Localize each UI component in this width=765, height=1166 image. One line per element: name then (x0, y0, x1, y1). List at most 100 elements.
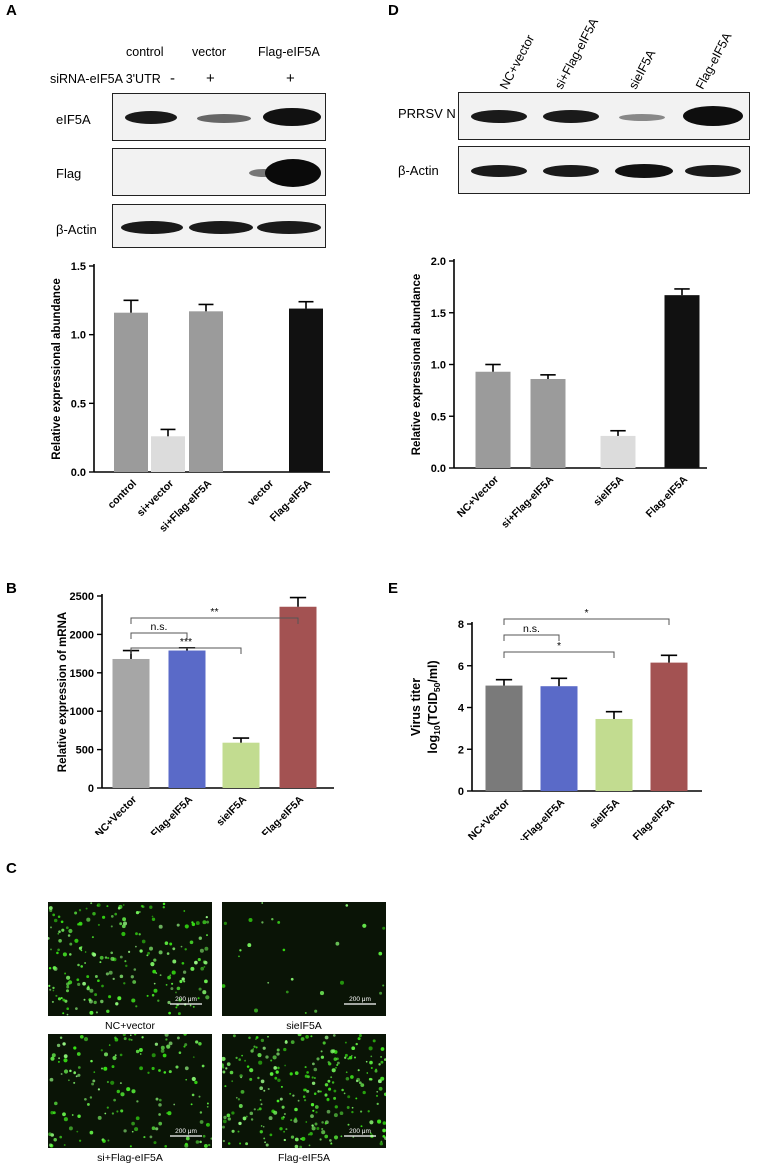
fluorescent-cell (175, 991, 177, 994)
fluorescent-cell (283, 1130, 286, 1133)
fluorescent-cell (235, 1056, 238, 1060)
b-significance-bracket (130, 647, 242, 654)
fluorescent-cell (58, 1057, 61, 1060)
fluorescent-cell (167, 1000, 171, 1005)
b-x-tick-label: sieIF5A (214, 793, 249, 828)
fluorescent-cell (314, 1105, 319, 1109)
fluorescent-cell (78, 921, 83, 926)
micrograph-cells: 200 μm (222, 902, 386, 1014)
fluorescent-cell (248, 918, 253, 922)
fluorescent-cell (63, 1144, 66, 1146)
panel-a-chart: 0.0 0.5 1.0 1.5 Relative expressional abunda… (51, 261, 330, 535)
fluorescent-cell (330, 1049, 335, 1054)
fluorescent-cell (206, 920, 210, 924)
fluorescent-cell (191, 922, 196, 927)
fluorescent-cell (328, 1062, 332, 1066)
fluorescent-cell (289, 1072, 293, 1076)
band (543, 110, 599, 123)
fluorescent-cell (158, 924, 163, 929)
fluorescent-cell (74, 938, 79, 943)
b-bar-3 (279, 606, 317, 788)
fluorescent-cell (304, 1099, 307, 1102)
fluorescent-cell (269, 1133, 273, 1137)
fluorescent-cell (253, 1045, 256, 1048)
a-sirna-mark-3: + (286, 70, 295, 87)
fluorescent-cell (277, 920, 281, 924)
fluorescent-cell (78, 909, 82, 912)
fluorescent-cell (159, 974, 162, 977)
e-y-tick-label: 6 (458, 661, 464, 673)
fluorescent-cell (368, 1077, 372, 1081)
fluorescent-cell (77, 982, 81, 986)
fluorescent-cell (135, 1116, 140, 1121)
fluorescent-cell (51, 1000, 54, 1003)
fluorescent-cell (110, 951, 114, 955)
fluorescent-cell (285, 990, 289, 994)
fluorescent-cell (311, 1076, 314, 1079)
fluorescent-cell (106, 1106, 109, 1109)
fluorescent-cell (310, 1035, 313, 1038)
fluorescent-cell (108, 970, 113, 975)
fluorescent-cell (321, 1121, 324, 1124)
micrograph-caption-si-flag-eif5a: si+Flag-eIF5A (97, 1152, 163, 1164)
fluorescent-cell (250, 1118, 254, 1121)
fluorescent-cell (306, 1071, 309, 1074)
fluorescent-cell (362, 1090, 366, 1095)
fluorescent-cell (310, 1114, 314, 1118)
fluorescent-cell (106, 1080, 109, 1084)
fluorescent-cell (91, 936, 94, 939)
fluorescent-cell (108, 1044, 111, 1046)
fluorescent-cell (184, 1142, 188, 1146)
fluorescent-cell (106, 1009, 110, 1014)
b-significance-label: n.s. (151, 621, 168, 633)
fluorescent-cell (102, 1139, 106, 1143)
fluorescent-cell (57, 915, 61, 918)
fluorescent-cell (222, 984, 226, 988)
a-bar-2 (189, 311, 223, 472)
b-y-tick-label: 1000 (70, 706, 94, 718)
fluorescent-cell (279, 1127, 283, 1131)
fluorescent-cell (99, 955, 104, 960)
fluorescent-cell (84, 951, 87, 953)
fluorescent-cell (78, 1139, 82, 1142)
fluorescent-cell (133, 968, 137, 971)
fluorescent-cell (97, 923, 100, 926)
micrograph-sieif5a: 200 μm (222, 902, 386, 1016)
fluorescent-cell (360, 1083, 365, 1087)
fluorescent-cell (158, 1103, 162, 1107)
fluorescent-cell (75, 1075, 78, 1078)
fluorescent-cell (135, 932, 138, 936)
fluorescent-cell (305, 1035, 309, 1039)
fluorescent-cell (59, 1036, 63, 1040)
fluorescent-cell (131, 1130, 134, 1133)
fluorescent-cell (229, 1070, 234, 1075)
fluorescent-cell (200, 966, 205, 971)
fluorescent-cell (162, 1053, 167, 1058)
fluorescent-cell (239, 1074, 243, 1078)
fluorescent-cell (382, 1121, 386, 1125)
fluorescent-cell (65, 926, 69, 930)
micrograph-nc-vector: 200 μm (48, 902, 212, 1016)
fluorescent-cell (49, 1077, 54, 1082)
fluorescent-cell (257, 1053, 262, 1058)
fluorescent-cell (94, 975, 98, 978)
fluorescent-cell (119, 1082, 122, 1085)
panel-d-chart: 0.0 0.5 1.0 1.5 2.0 Relative expressional abu… (411, 256, 707, 531)
fluorescent-cell (290, 1135, 295, 1139)
fluorescent-cell (304, 1066, 307, 1069)
fluorescent-cell (227, 1142, 231, 1145)
fluorescent-cell (262, 1125, 265, 1128)
fluorescent-cell (199, 1111, 203, 1114)
fluorescent-cell (384, 1136, 386, 1141)
b-y-tick-label: 2000 (70, 629, 94, 641)
fluorescent-cell (237, 1130, 240, 1133)
fluorescent-cell (264, 1141, 266, 1144)
fluorescent-cell (369, 1060, 373, 1065)
fluorescent-cell (119, 1053, 123, 1057)
fluorescent-cell (367, 1110, 370, 1113)
fluorescent-cell (232, 1034, 236, 1038)
fluorescent-cell (311, 1126, 316, 1131)
a-bar-4 (289, 308, 323, 472)
a-row-label-actin: β-Actin (56, 222, 97, 237)
d-bar-0 (475, 371, 511, 468)
